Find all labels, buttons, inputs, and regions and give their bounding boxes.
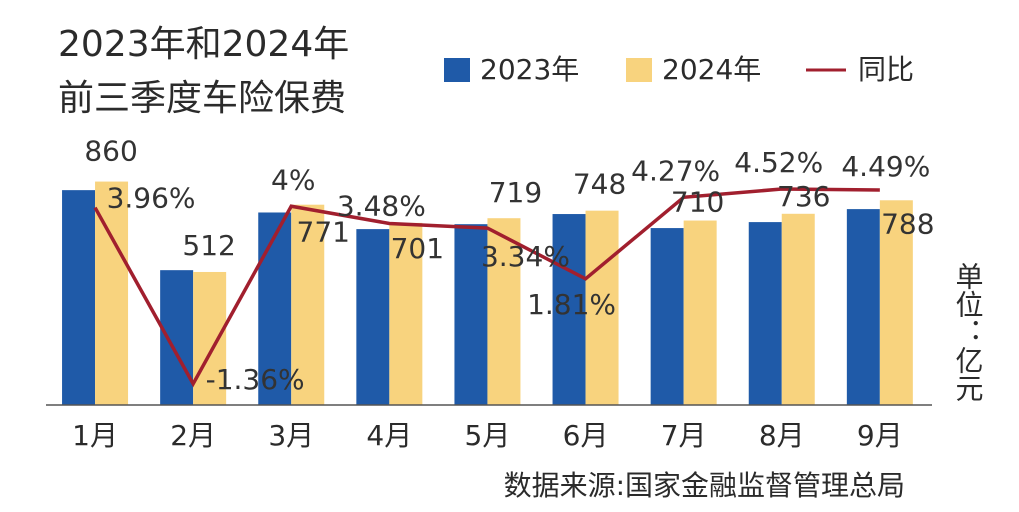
value-label: 1.81% [527, 288, 616, 321]
x-tick-label: 1月 [72, 419, 118, 452]
x-tick-label: 2月 [170, 419, 216, 452]
value-label: 4.49% [841, 150, 930, 183]
legend-label: 同比 [858, 53, 914, 86]
x-tick-label: 7月 [661, 419, 707, 452]
value-label: 4.52% [734, 146, 823, 179]
bar [487, 218, 521, 405]
value-label: 710 [671, 186, 724, 219]
chart-title: 2023年和2024年 [58, 24, 349, 65]
bar [258, 212, 292, 405]
bar [879, 200, 913, 405]
value-label: 860 [84, 135, 137, 168]
bar [781, 213, 815, 405]
value-label: 3.96% [107, 182, 196, 215]
x-tick-label: 3月 [268, 419, 314, 452]
value-label: 748 [573, 168, 626, 201]
bar [748, 222, 782, 405]
x-tick-label: 4月 [366, 419, 412, 452]
value-label: 719 [489, 176, 542, 209]
bar [160, 270, 194, 405]
legend-swatch [626, 58, 652, 82]
value-label: 701 [391, 232, 444, 265]
bar [454, 224, 488, 405]
bar [650, 228, 684, 405]
legend-label: 2023年 [480, 53, 579, 86]
value-label: 788 [881, 207, 934, 240]
value-label: -1.36% [206, 363, 305, 396]
x-tick-label: 5月 [465, 419, 511, 452]
bar [585, 210, 619, 405]
value-label: 771 [297, 216, 350, 249]
value-label: 512 [182, 229, 235, 262]
bar [62, 190, 96, 405]
x-tick-label: 9月 [857, 419, 903, 452]
legend-swatch [444, 58, 470, 82]
bar [193, 271, 227, 405]
value-label: 3.48% [337, 189, 426, 222]
line [93, 187, 880, 388]
bar [552, 214, 586, 405]
source-note: 数据来源:国家金融监督管理总局 [504, 469, 905, 502]
value-label: 3.34% [481, 240, 570, 273]
value-label: 4% [271, 163, 315, 196]
bar [846, 209, 880, 405]
x-tick-label: 6月 [563, 419, 609, 452]
unit-label: 单位：亿元 [952, 262, 985, 402]
legend-label: 2024年 [662, 53, 761, 86]
bar [683, 220, 717, 405]
value-label: 4.27% [631, 154, 720, 187]
bar [389, 222, 423, 405]
value-label: 736 [777, 180, 830, 213]
x-tick-label: 8月 [759, 419, 805, 452]
chart-title: 前三季度车险保费 [58, 78, 346, 119]
bar [291, 204, 325, 405]
bar [356, 229, 390, 405]
